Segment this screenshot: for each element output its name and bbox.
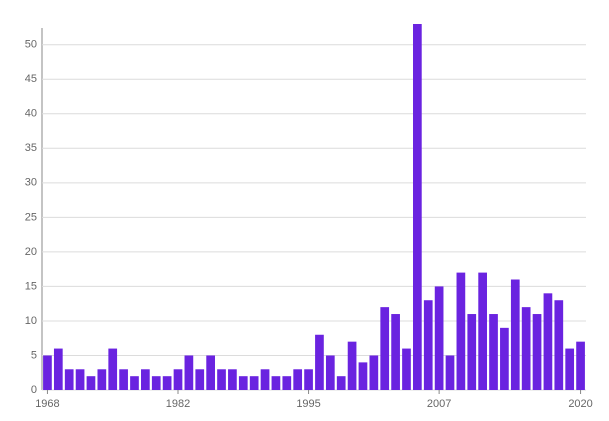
bar bbox=[510, 279, 520, 390]
bar bbox=[347, 341, 357, 390]
x-tick-label: 1968 bbox=[35, 398, 59, 410]
bar bbox=[119, 369, 128, 390]
y-tick-label: 30 bbox=[25, 177, 37, 189]
bar bbox=[64, 369, 74, 390]
bar bbox=[543, 293, 553, 390]
bar bbox=[358, 362, 368, 390]
bar bbox=[75, 369, 85, 390]
bar bbox=[434, 286, 444, 390]
y-tick-label: 50 bbox=[25, 39, 37, 51]
bar bbox=[151, 376, 161, 390]
bar bbox=[86, 376, 96, 390]
bar bbox=[380, 307, 390, 390]
bar bbox=[108, 348, 118, 390]
bar bbox=[238, 376, 248, 390]
y-tick-label: 5 bbox=[31, 349, 37, 361]
bar bbox=[445, 355, 455, 390]
bar bbox=[304, 369, 313, 390]
y-tick-label: 20 bbox=[25, 246, 37, 258]
bar bbox=[162, 376, 172, 390]
bar bbox=[217, 369, 226, 390]
bar bbox=[478, 272, 487, 390]
y-tick-label: 25 bbox=[25, 211, 37, 223]
bar bbox=[325, 355, 335, 390]
bar bbox=[282, 376, 292, 390]
bar bbox=[554, 300, 564, 390]
bar bbox=[336, 376, 346, 390]
x-tick-label: 1995 bbox=[296, 398, 320, 410]
bar bbox=[456, 272, 466, 390]
bar bbox=[97, 369, 107, 390]
bar bbox=[260, 369, 270, 390]
bar bbox=[521, 307, 531, 390]
bar bbox=[206, 355, 215, 390]
bar bbox=[315, 334, 324, 390]
y-tick-label: 40 bbox=[25, 108, 37, 120]
bar bbox=[413, 24, 422, 390]
bar bbox=[249, 376, 259, 390]
y-tick-label: 0 bbox=[31, 384, 37, 396]
y-tick-label: 35 bbox=[25, 142, 37, 154]
bar bbox=[293, 369, 303, 390]
bar bbox=[43, 355, 52, 390]
bar bbox=[467, 314, 477, 390]
bar bbox=[402, 348, 411, 390]
bar bbox=[391, 314, 400, 390]
bar bbox=[141, 369, 150, 390]
bar bbox=[173, 369, 183, 390]
bar bbox=[565, 348, 575, 390]
bar bbox=[576, 341, 585, 390]
bar bbox=[130, 376, 139, 390]
bar bbox=[532, 314, 542, 390]
y-tick-label: 15 bbox=[25, 280, 37, 292]
bar bbox=[53, 348, 63, 390]
x-tick-label: 2020 bbox=[568, 398, 592, 410]
bar bbox=[271, 376, 281, 390]
x-tick-label: 1982 bbox=[166, 398, 190, 410]
bar bbox=[500, 327, 509, 390]
bar bbox=[489, 314, 498, 390]
x-tick-label: 2007 bbox=[427, 398, 451, 410]
bar bbox=[228, 369, 237, 390]
bar bbox=[195, 369, 205, 390]
y-tick-label: 10 bbox=[25, 315, 37, 327]
bar bbox=[423, 300, 433, 390]
y-tick-label: 45 bbox=[25, 73, 37, 85]
bar bbox=[369, 355, 379, 390]
bar bbox=[184, 355, 194, 390]
